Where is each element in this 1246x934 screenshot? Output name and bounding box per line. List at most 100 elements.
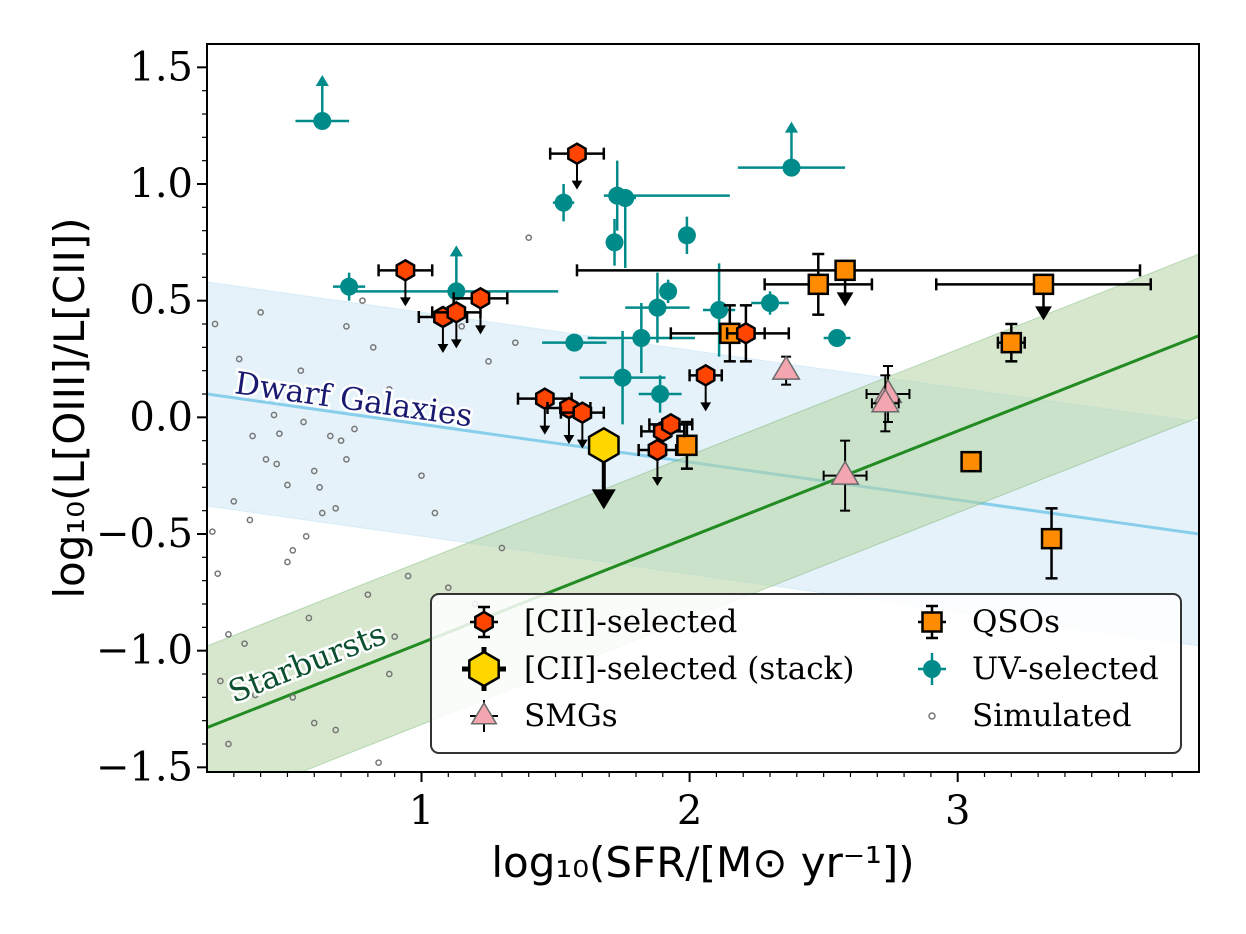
qso-marker — [807, 273, 830, 296]
simulated-point — [485, 357, 492, 365]
simulated-point — [511, 339, 519, 347]
simulated-point — [273, 460, 281, 468]
cii-selected-marker — [660, 412, 681, 436]
qso-point — [935, 273, 1152, 321]
limit-arrowhead — [700, 402, 712, 412]
simulated-point — [458, 322, 466, 330]
uv-selected-marker — [632, 329, 651, 347]
cii-selected-marker — [695, 363, 716, 387]
legend-label: SMGs — [524, 698, 618, 734]
cii-selected-point — [637, 438, 678, 486]
limit-arrowhead — [571, 180, 583, 190]
simulated-point — [364, 591, 372, 599]
simulated-point — [305, 614, 313, 622]
y-tick-label: 0.0 — [129, 394, 193, 440]
legend-smg-marker — [470, 701, 498, 725]
simulated-point — [276, 430, 283, 438]
simulated-point — [238, 376, 246, 384]
uv-selected-point — [737, 121, 846, 177]
legend-label: UV-selected — [972, 651, 1159, 687]
qso-marker — [1000, 331, 1023, 354]
simulated-point — [257, 308, 264, 316]
simulated-point — [225, 740, 232, 748]
uv-selected-marker — [828, 329, 847, 347]
simulated-point — [525, 234, 533, 242]
simulated-point — [284, 481, 291, 489]
y-tick-label: 1.5 — [129, 44, 193, 90]
uv-selected-marker — [565, 333, 584, 352]
simulated-point — [391, 633, 399, 641]
simulated-point — [343, 322, 350, 330]
cii-stack-point — [587, 426, 620, 510]
simulated-point — [431, 509, 439, 517]
simulated-point — [385, 385, 393, 393]
cii-selected-marker — [567, 142, 587, 166]
qso-marker — [1040, 527, 1063, 550]
simulated-point — [359, 297, 366, 305]
y-tick-label: −0.5 — [96, 511, 193, 557]
x-tick-label: 3 — [945, 788, 970, 834]
qso-point — [960, 450, 982, 473]
simulated-point — [300, 418, 307, 426]
uv-selected-point — [354, 245, 559, 301]
cii-selected-point — [377, 258, 434, 307]
uv-selected-marker — [447, 282, 466, 301]
legend: [CII]-selected QSOs [CII]-selected (stack)… — [430, 593, 1182, 754]
legend-sim-marker — [928, 712, 936, 720]
y-axis-label: log₁₀(L[OIII]/L[CII]) — [45, 217, 94, 598]
simulated-point — [217, 677, 224, 685]
limit-arrowhead — [539, 425, 551, 435]
uv-selected-point — [659, 279, 678, 303]
simulated-point — [289, 546, 297, 554]
simulated-point — [246, 516, 254, 524]
uv-selected-marker — [340, 277, 359, 296]
cii-selected-point — [688, 363, 724, 412]
uv-selected-point — [295, 75, 350, 130]
simulated-point — [369, 343, 377, 351]
uv-selected-marker — [554, 193, 573, 212]
qso-marker — [834, 259, 856, 282]
limit-arrowhead — [449, 245, 463, 257]
simulated-point — [316, 483, 323, 491]
uv-selected-marker — [648, 298, 667, 317]
legend-entry: SMGs — [470, 698, 618, 734]
simulated-point — [444, 584, 452, 592]
uv-selected-marker — [616, 189, 635, 207]
simulated-point — [209, 528, 216, 536]
simulated-point — [404, 572, 412, 580]
simulated-point — [241, 640, 248, 648]
cii-selected-marker — [395, 258, 416, 282]
y-tick-label: −1.0 — [96, 628, 193, 674]
simulated-point — [297, 367, 305, 375]
simulated-point — [351, 425, 358, 433]
smg-point — [870, 374, 900, 433]
simulated-point — [375, 759, 382, 767]
legend-entry: Simulated — [928, 698, 1132, 734]
legend-uv-marker — [923, 660, 941, 678]
qso-marker — [1032, 273, 1055, 296]
limit-arrowhead — [1035, 306, 1052, 321]
cii-selected-point — [725, 304, 766, 363]
x-tick-label: 2 — [677, 788, 702, 834]
limit-arrowhead — [836, 292, 854, 307]
cii-selected-point — [516, 387, 573, 435]
simulated-point — [270, 411, 278, 419]
uv-selected-point — [823, 329, 851, 347]
smg-point — [822, 439, 868, 512]
x-tick-label: 1 — [409, 788, 434, 834]
limit-arrowhead — [591, 489, 616, 510]
uv-selected-marker — [710, 301, 729, 319]
cii-selected-marker — [647, 438, 668, 462]
simulated-point — [337, 437, 345, 445]
simulated-point — [284, 558, 291, 566]
uv-selected-point — [542, 333, 607, 352]
legend-entry: UV-selected — [918, 651, 1159, 687]
uv-selected-point — [579, 331, 666, 425]
legend-entry: [CII]-selected — [470, 604, 737, 640]
qso-point — [763, 252, 874, 316]
plot-frame — [206, 43, 1200, 773]
simulated-point — [343, 455, 350, 463]
simulated-layer — [209, 234, 533, 767]
limit-arrowhead — [450, 339, 462, 349]
simulated-point — [318, 509, 326, 517]
